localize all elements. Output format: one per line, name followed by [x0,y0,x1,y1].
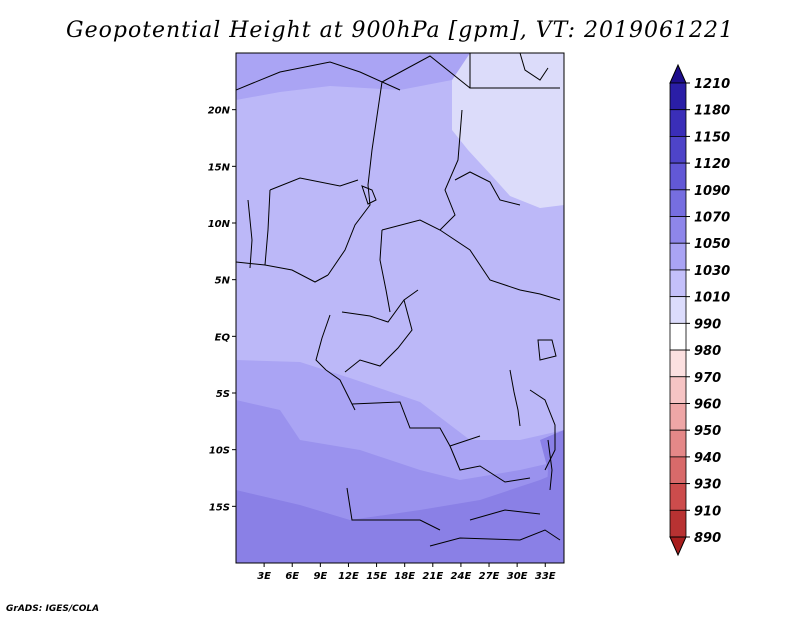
colorbar-label: 1030 [694,264,730,279]
colorbar-label: 1150 [694,130,730,145]
border-zambia [449,445,531,483]
lon-tick-label: 18E [394,571,415,582]
colorbar-label: 990 [694,317,721,332]
border-south [429,529,561,547]
fill-darkest-south-region [236,470,564,563]
colorbar-label: 890 [694,531,721,546]
lon-tick-label: 12E [338,571,359,582]
lat-tick-label: 5S [216,389,230,400]
colorbar-swatch [669,483,687,511]
colorbar-swatch [669,376,687,404]
fill-mid-north-region [236,53,470,100]
border-chad-sudan [439,109,463,231]
colorbar-swatch [669,242,687,271]
colorbar-swatch [669,189,687,217]
colorbar-label: 1090 [694,184,730,199]
border-niger-nigeria [269,177,359,191]
border-coast-gulf [236,261,329,283]
lake-victoria [537,339,557,361]
map-frame [235,52,565,564]
colorbar-swatch [669,349,687,378]
colorbar-swatch [669,162,687,191]
colorbar-swatch [669,136,687,164]
lake-chad [361,185,377,205]
lat-tick-label: 20N [208,106,231,117]
border-niger-chad [367,81,383,186]
colorbar-swatch [669,109,687,137]
colorbar-label: 930 [694,478,721,493]
lon-tick-label: 6E [285,571,299,582]
lat-tick-label: 15S [209,502,230,513]
lon-tick-label: 27E [479,571,500,582]
colorbar-label: 1210 [694,77,730,92]
border-uganda-kenya [519,289,561,301]
lake-malawi [547,439,553,491]
border-drc-west [344,299,413,373]
border-zimbabwe [469,509,541,521]
lon-tick-label: 3E [257,571,271,582]
colorbar-swatch [669,403,687,431]
border-nigeria-cameroon [327,184,371,276]
colorbar-label: 960 [694,397,721,412]
border-angola-south [346,487,441,531]
colorbar-swatch [669,216,687,244]
lon-tick-label: 15E [366,571,387,582]
border-car-sudan [381,219,521,291]
border-congo [341,289,419,323]
border-sudan-ethiopia [454,171,521,206]
border-benin-nigeria [264,189,271,266]
lon-tick-label: 30E [507,571,528,582]
longitude-axis: 3E 6E 9E 12E 15E 18E 21E 24E 27E 30E 33E [257,563,556,582]
lon-tick-label: 24E [451,571,472,582]
colorbar-label: 1050 [694,237,730,252]
border-togo [247,199,253,269]
colorbar-swatch [669,509,687,538]
border-drc-coast [325,369,356,411]
map-title: Geopotential Height at 900hPa [gpm], VT:… [66,18,734,43]
red-sea-coast [519,53,549,81]
colorbar-bottom-arrow [669,536,687,557]
grads-credit: GrADS: IGES/COLA [6,604,100,614]
border-tanzania [529,389,556,471]
lat-tick-label: 10S [209,446,230,457]
colorbar-swatch [669,429,687,458]
lon-tick-label: 21E [422,571,443,582]
lon-tick-label: 9E [313,571,327,582]
height-field [236,53,564,563]
border-algeria-niger [236,61,401,91]
lon-tick-label: 33E [535,571,556,582]
colorbar-label: 1070 [694,211,730,226]
colorbar-label: 1180 [694,104,730,119]
country-borders [236,53,561,547]
border-angola-north [351,401,481,447]
colorbar-swatch [669,456,687,484]
colorbar-swatch [669,296,687,324]
border-gabon-coast [315,314,331,371]
colorbar-label: 940 [694,451,721,466]
lat-tick-label: 10N [208,219,231,230]
latitude-axis: 20N 15N 10N 5N EQ 5S 10S 15S [208,106,236,513]
lat-tick-label: 15N [208,162,231,173]
colorbar-top-arrow [669,63,687,84]
fill-lightest-region [452,53,564,208]
colorbar-label: 1010 [694,291,730,306]
border-libya-chad [381,55,471,89]
colorbar-swatch [669,322,687,351]
lat-tick-label: 5N [215,276,231,287]
lat-tick-label: EQ [215,332,231,343]
colorbar-swatch [669,269,687,298]
border-egypt-sudan [469,53,560,89]
colorbar-label: 950 [694,424,721,439]
border-cameroon-car [379,229,391,313]
colorbar-label: 910 [694,504,721,519]
lake-tanganyika [509,369,521,427]
colorbar-label: 970 [694,371,721,386]
colorbar-swatch [669,82,687,111]
colorbar-label: 980 [694,344,721,359]
colorbar-label: 1120 [694,157,730,172]
colorbar: 1210 1180 1150 1120 1090 1070 1050 1030 1010 990 9… [669,63,730,557]
